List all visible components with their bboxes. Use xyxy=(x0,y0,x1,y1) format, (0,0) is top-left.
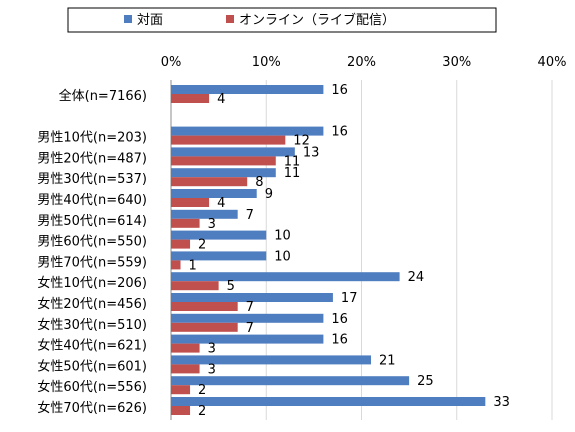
category-label: 男性40代(n=640) xyxy=(37,193,147,208)
bar-online xyxy=(171,156,276,166)
bar-taimen xyxy=(171,230,267,240)
data-label: 3 xyxy=(208,362,216,377)
bar-online xyxy=(171,364,200,374)
category-label: 男性30代(n=537) xyxy=(37,172,147,187)
category-label: 全体(n=7166) xyxy=(59,88,147,104)
data-label: 12 xyxy=(293,134,310,149)
data-label: 2 xyxy=(198,404,206,419)
data-label: 21 xyxy=(379,353,396,368)
data-label: 2 xyxy=(198,238,206,253)
data-label: 16 xyxy=(331,83,348,98)
bar-online xyxy=(171,343,200,353)
bar-taimen xyxy=(171,313,324,323)
bar-online xyxy=(171,281,219,291)
category-label: 女性70代(n=626) xyxy=(37,400,147,416)
category-label: 女性20代(n=456) xyxy=(37,296,147,312)
data-label: 4 xyxy=(217,92,225,107)
data-label: 8 xyxy=(255,175,263,190)
legend-box xyxy=(67,7,497,33)
bar-taimen xyxy=(171,168,276,178)
bar-online xyxy=(171,406,191,415)
data-label: 17 xyxy=(341,291,358,306)
bar-online xyxy=(171,177,248,187)
bar-taimen xyxy=(171,334,324,344)
category-label: 男性60代(n=550) xyxy=(37,235,147,250)
bar-online xyxy=(171,322,238,332)
data-label: 1 xyxy=(189,258,197,273)
x-tick-label: 30% xyxy=(442,55,471,70)
x-tick-label: 40% xyxy=(538,55,567,70)
data-label: 16 xyxy=(331,312,348,327)
data-label: 25 xyxy=(417,374,434,389)
bar-online xyxy=(171,94,210,103)
bar-online xyxy=(171,135,286,145)
legend-swatch xyxy=(124,15,132,23)
category-label: 男性20代(n=487) xyxy=(37,151,147,166)
data-label: 3 xyxy=(208,217,216,232)
bar-online xyxy=(171,302,238,311)
data-labels: 1641612131111894731021012451771671632132… xyxy=(189,83,510,419)
bar-taimen xyxy=(171,272,400,282)
category-label: 女性30代(n=510) xyxy=(37,317,147,333)
bars xyxy=(171,85,486,415)
legend-swatch xyxy=(226,15,234,23)
data-label: 10 xyxy=(274,229,291,244)
bar-taimen xyxy=(171,147,295,157)
bar-online xyxy=(171,239,191,249)
category-label: 男性50代(n=614) xyxy=(37,214,147,229)
bar-taimen xyxy=(171,209,238,219)
bar-online xyxy=(171,385,191,395)
x-axis-ticks: 0% 10% 20% 30% 40% xyxy=(161,55,567,70)
bar-taimen xyxy=(171,376,410,386)
data-label: 2 xyxy=(198,383,206,398)
x-tick-label: 20% xyxy=(347,55,376,70)
data-label: 11 xyxy=(284,166,301,181)
category-label: 男性70代(n=559) xyxy=(37,255,147,270)
category-labels: 全体(n=7166) 男性10代(n=203) 男性20代(n=487) 男性30代(… xyxy=(37,88,147,416)
legend-label: 対面 xyxy=(137,13,163,28)
bar-online xyxy=(171,198,210,207)
data-label: 7 xyxy=(246,300,254,315)
legend-label: オンライン（ライブ配信） xyxy=(239,12,395,28)
category-label: 女性40代(n=621) xyxy=(37,338,147,354)
category-label: 女性50代(n=601) xyxy=(37,358,147,374)
legend: 対面 オンライン（ライブ配信） xyxy=(67,7,497,33)
data-label: 7 xyxy=(246,321,254,336)
data-label: 33 xyxy=(493,395,510,410)
bar-online xyxy=(171,218,200,228)
data-label: 3 xyxy=(208,342,216,357)
data-label: 16 xyxy=(331,125,348,140)
data-label: 5 xyxy=(227,279,235,294)
data-label: 13 xyxy=(303,145,320,160)
bar-taimen xyxy=(171,397,486,406)
data-label: 11 xyxy=(284,154,301,169)
bar-taimen xyxy=(171,251,267,261)
data-label: 7 xyxy=(246,208,254,223)
bar-taimen xyxy=(171,189,257,198)
x-tick-label: 10% xyxy=(252,55,281,70)
bar-taimen xyxy=(171,293,333,302)
category-label: 女性10代(n=206) xyxy=(37,275,147,291)
x-tick-label: 0% xyxy=(161,55,182,70)
bar-taimen xyxy=(171,85,324,94)
data-label: 24 xyxy=(408,270,425,285)
data-label: 10 xyxy=(274,249,291,264)
data-label: 16 xyxy=(331,333,348,348)
data-label: 4 xyxy=(217,196,225,211)
bar-online xyxy=(171,260,181,270)
category-label: 女性60代(n=556) xyxy=(37,379,147,395)
bar-taimen xyxy=(171,126,324,136)
bar-taimen xyxy=(171,355,372,365)
category-label: 男性10代(n=203) xyxy=(37,131,147,146)
data-label: 9 xyxy=(265,187,273,202)
